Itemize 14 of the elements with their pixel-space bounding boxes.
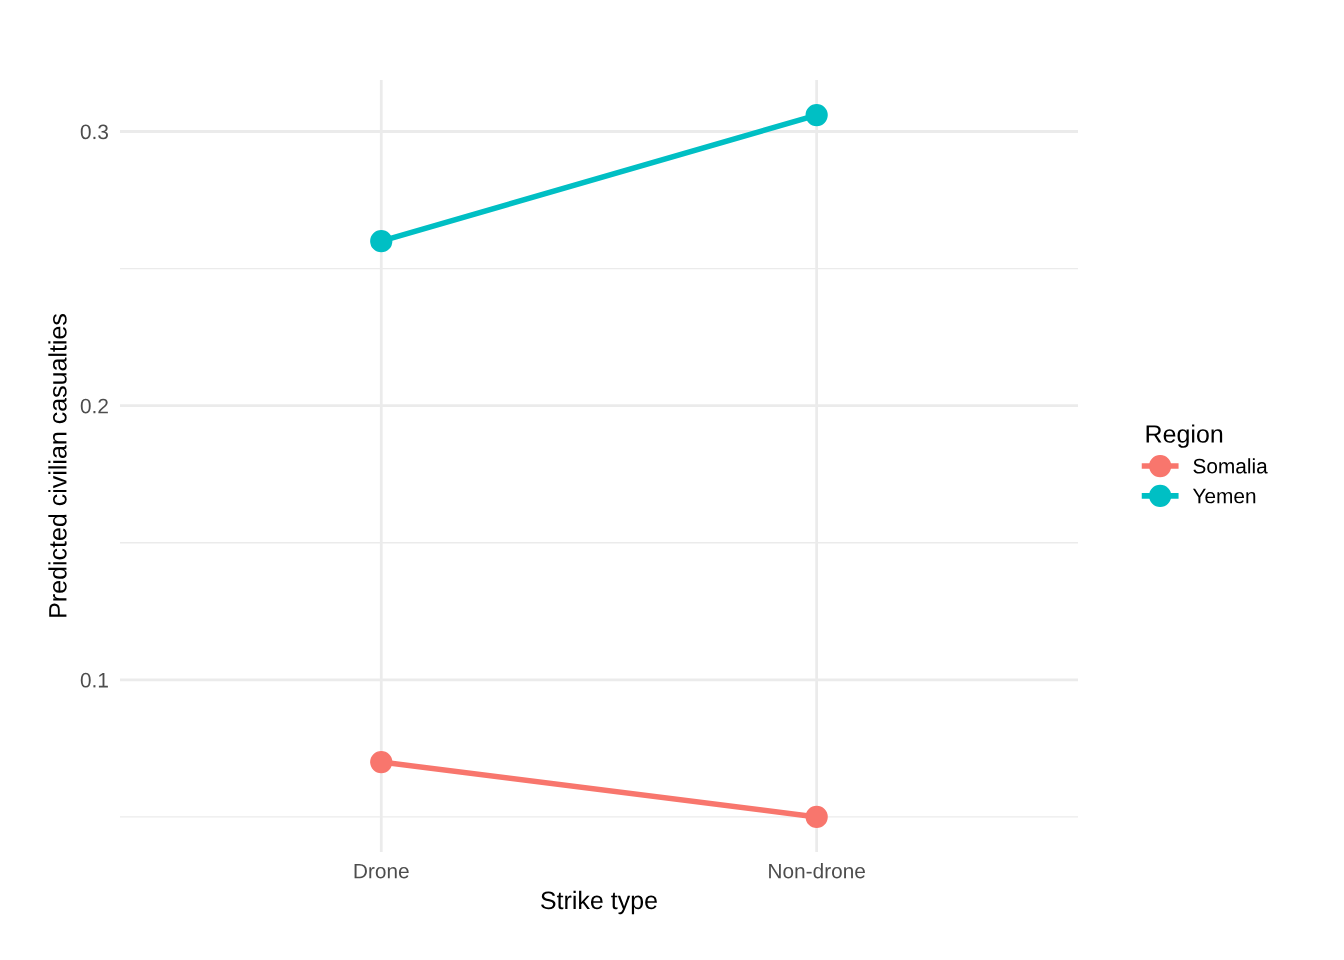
point [805,103,828,127]
legend-label: Somalia [1193,458,1268,474]
x-tick-label: Non-drone [769,863,865,879]
y-tick-label: 0.1 [80,672,108,688]
legend-label: Yemen [1192,488,1256,504]
y-tick-label: 0.2 [80,398,108,414]
y-tick-label: 0.3 [80,124,108,140]
x-axis-title: Strike type [541,890,657,915]
legend-title: Region [1146,424,1223,448]
y-axis-title: Predicted civilian casualties [48,314,67,617]
point [370,750,393,774]
x-tick-label: Drone [354,863,409,879]
point [370,230,393,253]
point [805,805,828,829]
